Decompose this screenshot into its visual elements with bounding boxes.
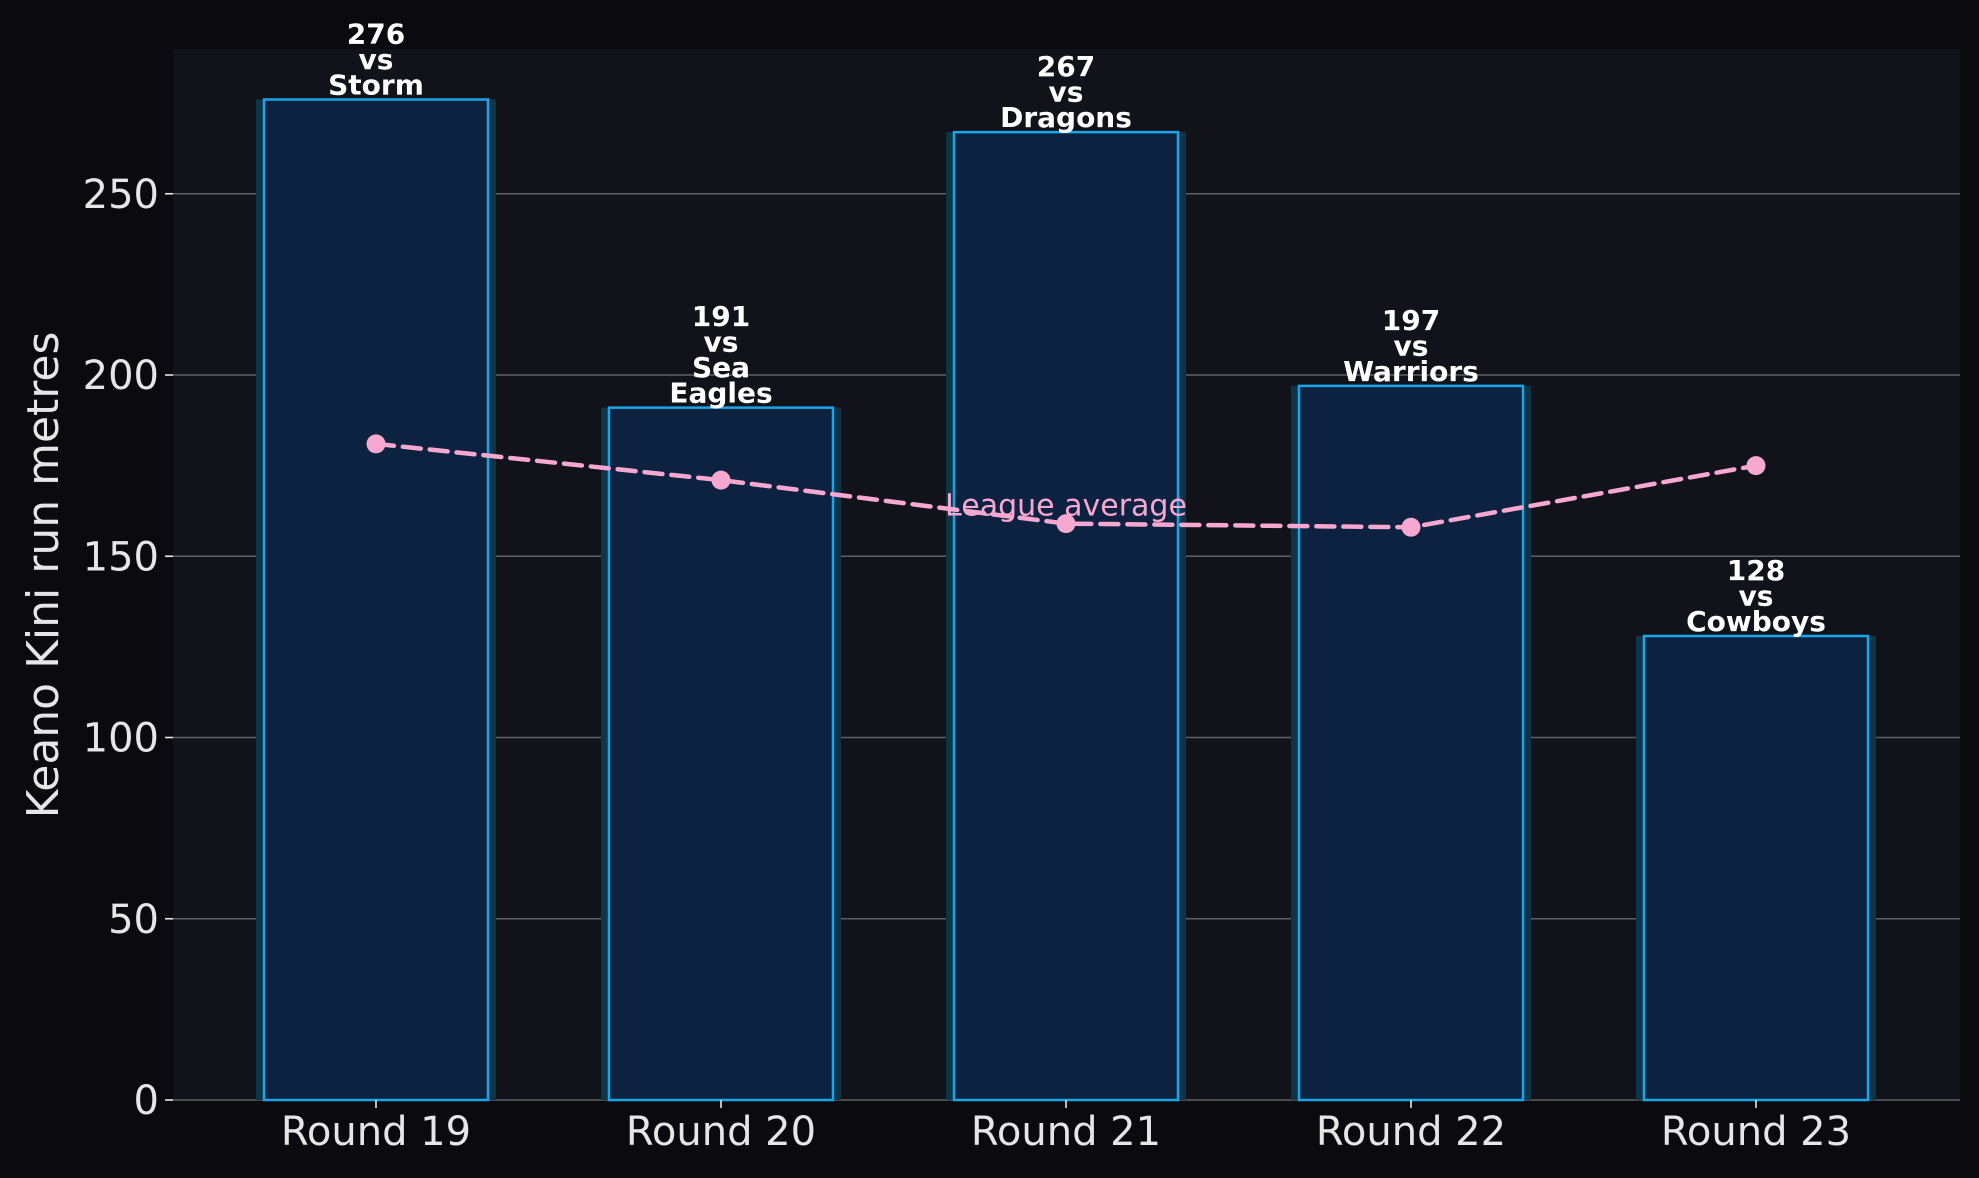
league-average-line: League average <box>366 434 1766 537</box>
league-average-point-5 <box>1746 456 1766 476</box>
y-tick-label-200: 200 <box>83 353 159 399</box>
bar-labels: 276vsStorm191vsSeaEagles267vsDragons197v… <box>328 18 1826 639</box>
league-average-label: League average <box>945 489 1187 524</box>
y-tick-label-100: 100 <box>83 716 159 762</box>
bar-label-4-line-1: 197 <box>1382 304 1440 337</box>
x-tick-label-round-22: Round 22 <box>1316 1109 1506 1155</box>
bar-label-1-line-2: vs <box>359 43 394 76</box>
bar-label-2-line-1: 191 <box>692 300 750 333</box>
y-tick-label-50: 50 <box>108 897 159 943</box>
bar-label-5-line-2: vs <box>1739 580 1774 613</box>
y-axis-label: Keano Kini run metres <box>18 332 69 819</box>
bar-label-3-line-1: 267 <box>1037 50 1095 83</box>
bar-label-2-line-3: Sea <box>692 351 750 384</box>
y-tick-label-250: 250 <box>83 172 159 218</box>
x-axis: Round 19 Round 20 Round 21 Round 22 Round 23 <box>281 1100 1851 1155</box>
bar-label-2-line-4: Eagles <box>669 377 772 410</box>
bar-round-23 <box>1642 634 1870 1102</box>
bar-label-4-line-2: vs <box>1394 329 1429 362</box>
y-tick-label-150: 150 <box>83 534 159 580</box>
league-average-point-3 <box>1056 514 1076 534</box>
bar-round-20 <box>607 406 835 1102</box>
x-tick-label-round-20: Round 20 <box>626 1109 816 1155</box>
bar-round-21 <box>952 130 1180 1102</box>
x-tick-label-round-23: Round 23 <box>1661 1109 1851 1155</box>
league-average-point-2 <box>711 470 731 490</box>
bar-label-5-line-1: 128 <box>1727 554 1785 587</box>
bar-round-19 <box>262 98 490 1102</box>
bar-label-1-line-3: Storm <box>328 69 424 102</box>
bar-label-3-line-2: vs <box>1049 76 1084 109</box>
x-tick-label-round-19: Round 19 <box>281 1109 471 1155</box>
bars <box>256 98 1876 1102</box>
bar-label-4-line-3: Warriors <box>1343 355 1479 388</box>
league-average-point-1 <box>366 434 386 454</box>
bar-label-3-line-3: Dragons <box>1000 101 1132 134</box>
bar-round-22 <box>1297 384 1525 1102</box>
league-average-point-4 <box>1401 517 1421 537</box>
bar-label-2-line-2: vs <box>704 326 739 359</box>
x-tick-label-round-21: Round 21 <box>971 1109 1161 1155</box>
y-axis: 0 50 100 150 200 250 <box>83 172 173 1124</box>
bar-label-1-line-1: 276 <box>347 18 405 51</box>
y-tick-label-0: 0 <box>134 1078 159 1124</box>
bar-label-5-line-3: Cowboys <box>1686 605 1826 638</box>
